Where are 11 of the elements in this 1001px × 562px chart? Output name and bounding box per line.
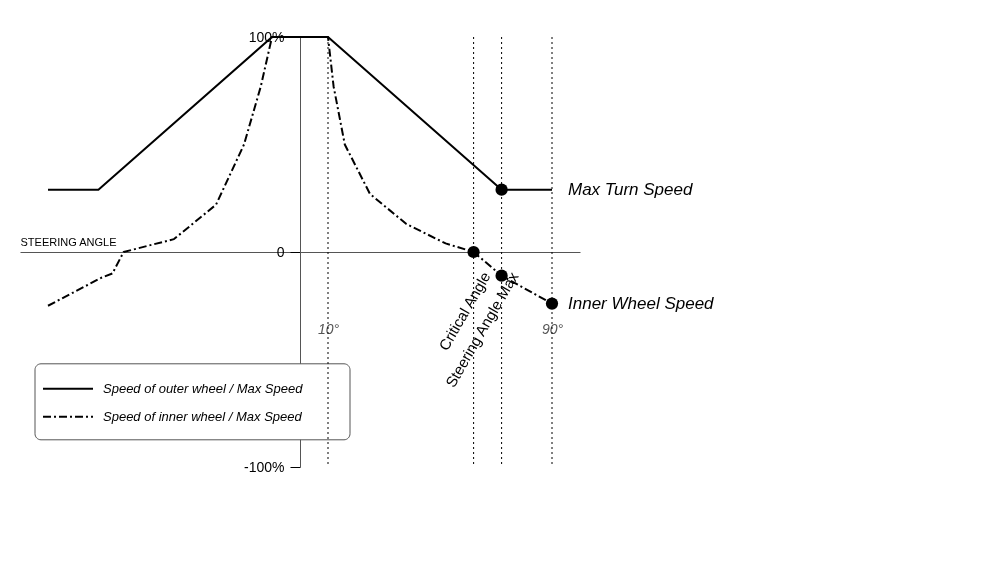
annotation: Inner Wheel Speed xyxy=(568,293,715,313)
annotation: Max Turn Speed xyxy=(568,179,693,199)
x-axis-title: STEERING ANGLE xyxy=(20,235,117,248)
point xyxy=(545,297,559,310)
point xyxy=(467,245,480,259)
point xyxy=(495,183,508,196)
legend-label: Speed of inner wheel / Max Speed xyxy=(103,408,303,424)
x-tick-label: 90° xyxy=(541,320,564,337)
y-tick-label: -100% xyxy=(244,458,285,475)
legend-label: Speed of outer wheel / Max Speed xyxy=(103,380,304,396)
x-tick-label: 10° xyxy=(317,320,340,337)
